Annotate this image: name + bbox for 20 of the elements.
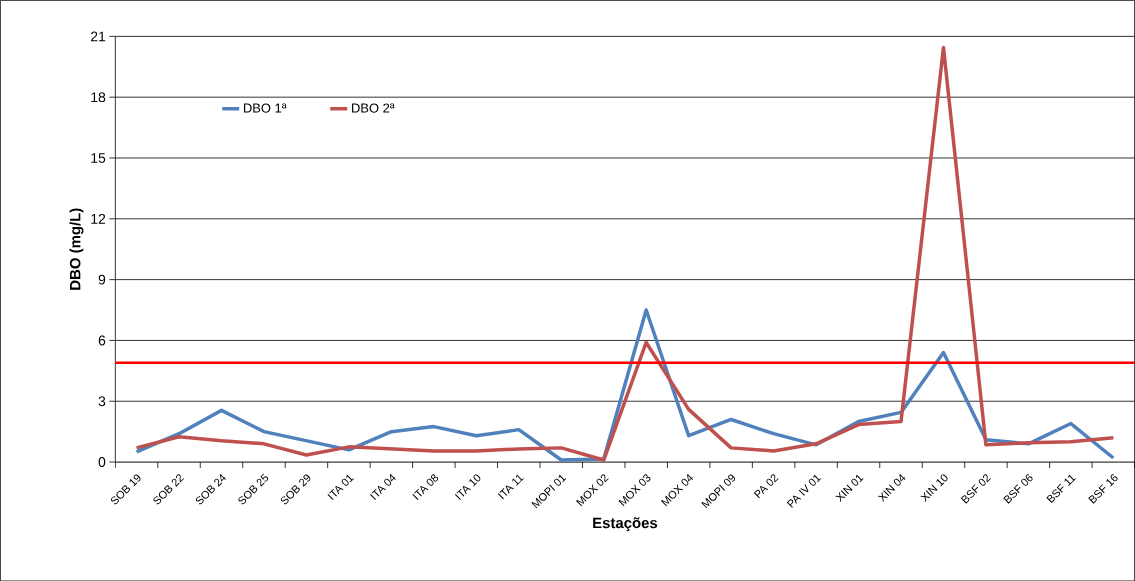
y-tick-label: 12 — [91, 213, 106, 224]
x-tick-label: PA IV 01 — [786, 474, 822, 508]
x-tick-label: ITA 11 — [497, 474, 524, 500]
y-tick-label: 6 — [98, 335, 106, 346]
x-tick-label: ITA 01 — [327, 474, 354, 500]
y-tick-label: 3 — [98, 396, 106, 406]
y-tick-label: 9 — [98, 274, 106, 285]
x-tick-label: ITA 10 — [454, 474, 481, 500]
y-tick-label: 18 — [91, 92, 106, 102]
legend-label: DBO 2ª — [352, 103, 395, 113]
y-axis-title: DBO (mg/L) — [69, 208, 84, 290]
x-tick-label: PA 02 — [753, 474, 779, 499]
x-axis-title: Estações — [593, 517, 658, 531]
x-tick-label: ITA 08 — [412, 474, 439, 500]
legend-label: DBO 1ª — [243, 103, 287, 113]
x-tick-label: ITA 04 — [369, 473, 396, 500]
y-tick-label: 15 — [91, 152, 106, 163]
x-tick-label: XIN 10 — [920, 474, 948, 502]
y-tick-label: 0 — [98, 456, 106, 467]
y-tick-label: 21 — [91, 31, 106, 42]
